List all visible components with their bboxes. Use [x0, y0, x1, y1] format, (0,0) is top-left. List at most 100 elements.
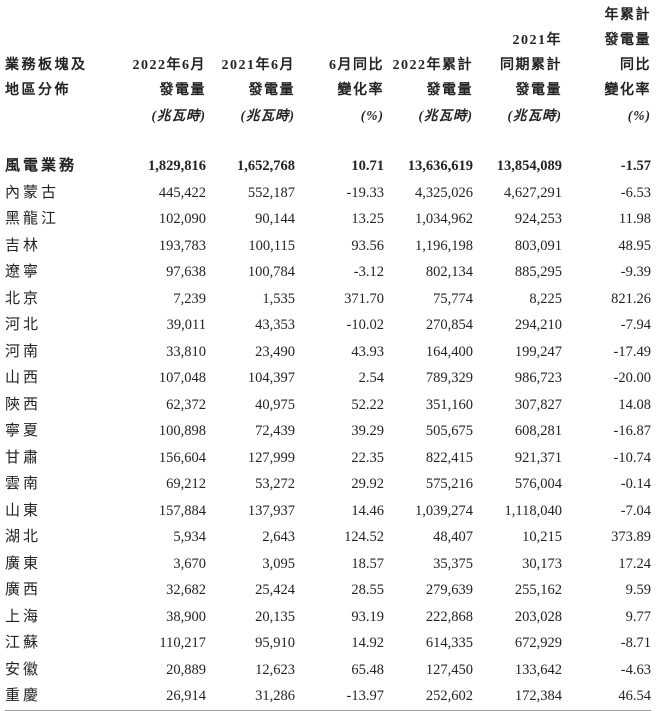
header-cell: 發電量 [248, 83, 295, 98]
value-cell: 608,281 [514, 423, 562, 439]
value-cell: 371.70 [344, 290, 384, 307]
value-cell: 137,937 [247, 502, 295, 519]
value-cell: 157,884 [158, 502, 206, 519]
value-cell: 124.52 [344, 529, 384, 545]
region-label: 北京 [5, 290, 42, 307]
region-label: 山西 [5, 370, 42, 386]
header-cell: 同比 [620, 58, 651, 73]
table-row: 甘肅 156,604 127,999 22.35 822,415 921,371 -10.7… [5, 445, 651, 472]
header-row: 地區分佈 發電量 發電量 變化率 發電量 發電量 變化率 [5, 78, 651, 103]
value-cell: 62,372 [166, 396, 206, 413]
value-cell: -20.00 [613, 370, 651, 386]
value-cell: 8,225 [529, 290, 562, 307]
value-cell: 48,407 [433, 529, 473, 545]
region-label: 甘肅 [5, 449, 42, 466]
table-row: 山西 107,048 104,397 2.54 789,329 986,723 -20.00 [5, 365, 651, 392]
value-cell: 803,091 [514, 237, 562, 254]
value-cell: -10.02 [346, 317, 384, 333]
value-cell: 43.93 [351, 343, 384, 360]
value-cell: 1,829,816 [148, 158, 206, 174]
value-cell: -16.87 [613, 423, 651, 439]
region-label: 黑龍江 [5, 211, 60, 227]
value-cell: 53,272 [255, 476, 295, 492]
value-cell: 172,384 [514, 688, 562, 704]
value-cell: 28.55 [351, 582, 384, 598]
value-cell: 23,490 [255, 343, 295, 360]
value-cell: 18.57 [351, 555, 384, 572]
value-cell: 1,196,198 [415, 237, 473, 254]
value-cell: -10.74 [613, 449, 651, 466]
value-cell: 279,639 [425, 582, 473, 598]
table-row: 重慶 26,914 31,286 -13.97 252,602 172,384 46.54 [5, 683, 651, 710]
header-cell: 2021年6月 [221, 58, 295, 73]
value-cell: 40,975 [255, 396, 295, 413]
header-cell: 變化率 [604, 83, 651, 98]
value-cell: 93.19 [351, 608, 384, 625]
table-row: 河南 33,810 23,490 43.93 164,400 199,247 -17.49 [5, 339, 651, 366]
header-cell: 發電量 [159, 83, 206, 98]
value-cell: 1,039,274 [415, 502, 473, 519]
value-cell: 38,900 [166, 608, 206, 625]
value-cell: 75,774 [433, 290, 473, 307]
value-cell: 156,604 [158, 449, 206, 466]
value-cell: 11.98 [618, 211, 651, 227]
value-cell: 4,627,291 [504, 184, 562, 201]
value-cell: -4.63 [620, 661, 651, 678]
value-cell: 576,004 [514, 476, 562, 492]
value-cell: 789,329 [425, 370, 473, 386]
value-cell: 222,868 [425, 608, 473, 625]
value-cell: 203,028 [514, 608, 562, 625]
value-cell: 14.46 [351, 502, 384, 519]
value-cell: 4,325,026 [415, 184, 473, 201]
value-cell: 31,286 [255, 688, 295, 704]
header-cell: 2022年累計 [392, 58, 473, 73]
value-cell: 13.25 [351, 211, 384, 227]
header-cell: 變化率 [337, 83, 384, 98]
table-row: 風電業務 1,829,816 1,652,768 10.71 13,636,619 13,… [5, 153, 651, 180]
header-cell: (兆瓦時) [507, 108, 562, 123]
value-cell: 100,115 [248, 237, 295, 254]
value-cell: -17.49 [613, 343, 651, 360]
value-cell: 822,415 [425, 449, 473, 466]
header-cell: 年累計 [604, 8, 651, 23]
header-cell: 業務板塊及 [5, 58, 88, 73]
value-cell: 48.95 [618, 237, 651, 254]
value-cell: 102,090 [158, 211, 206, 227]
value-cell: 10,215 [522, 529, 562, 545]
value-cell: 1,652,768 [237, 158, 295, 174]
header-row: 年累計 [5, 3, 651, 28]
value-cell: 52.22 [351, 396, 384, 413]
table-row: 河北 39,011 43,353 -10.02 270,854 294,210 -7.94 [5, 312, 651, 339]
value-cell: 1,535 [262, 290, 295, 307]
value-cell: 802,134 [425, 264, 473, 280]
region-label: 寧夏 [5, 423, 42, 439]
value-cell: 445,422 [158, 184, 206, 201]
value-cell: 20,135 [255, 608, 295, 625]
value-cell: -0.14 [620, 476, 651, 492]
header-row: 2021年 發電量 [5, 28, 651, 53]
value-cell: 164,400 [425, 343, 473, 360]
value-cell: 39,011 [166, 317, 206, 333]
value-cell: 193,783 [158, 237, 206, 254]
table-row: 內蒙古 445,422 552,187 -19.33 4,325,026 4,627,29… [5, 180, 651, 207]
value-cell: 575,216 [425, 476, 473, 492]
value-cell: 1,118,040 [504, 502, 562, 519]
value-cell: 110,217 [159, 635, 206, 651]
value-cell: 127,450 [425, 661, 473, 678]
value-cell: 13,636,619 [407, 158, 473, 174]
value-cell: 72,439 [255, 423, 295, 439]
value-cell: 39.29 [351, 423, 384, 439]
value-cell: 921,371 [514, 449, 562, 466]
header-cell: (兆瓦時) [418, 108, 473, 123]
value-cell: 614,335 [425, 635, 473, 651]
table-body: 風電業務 1,829,816 1,652,768 10.71 13,636,619 13,… [5, 153, 651, 711]
table-row: 廣東 3,670 3,095 18.57 35,375 30,173 17.24 [5, 551, 651, 578]
value-cell: 199,247 [514, 343, 562, 360]
table-row: 山東 157,884 137,937 14.46 1,039,274 1,118,040 -… [5, 498, 651, 525]
value-cell: 294,210 [514, 317, 562, 333]
table-row: 黑龍江 102,090 90,144 13.25 1,034,962 924,253 11.… [5, 206, 651, 233]
value-cell: 20,889 [166, 661, 206, 678]
value-cell: 30,173 [522, 555, 562, 572]
value-cell: 95,910 [255, 635, 295, 651]
value-cell: 505,675 [425, 423, 473, 439]
